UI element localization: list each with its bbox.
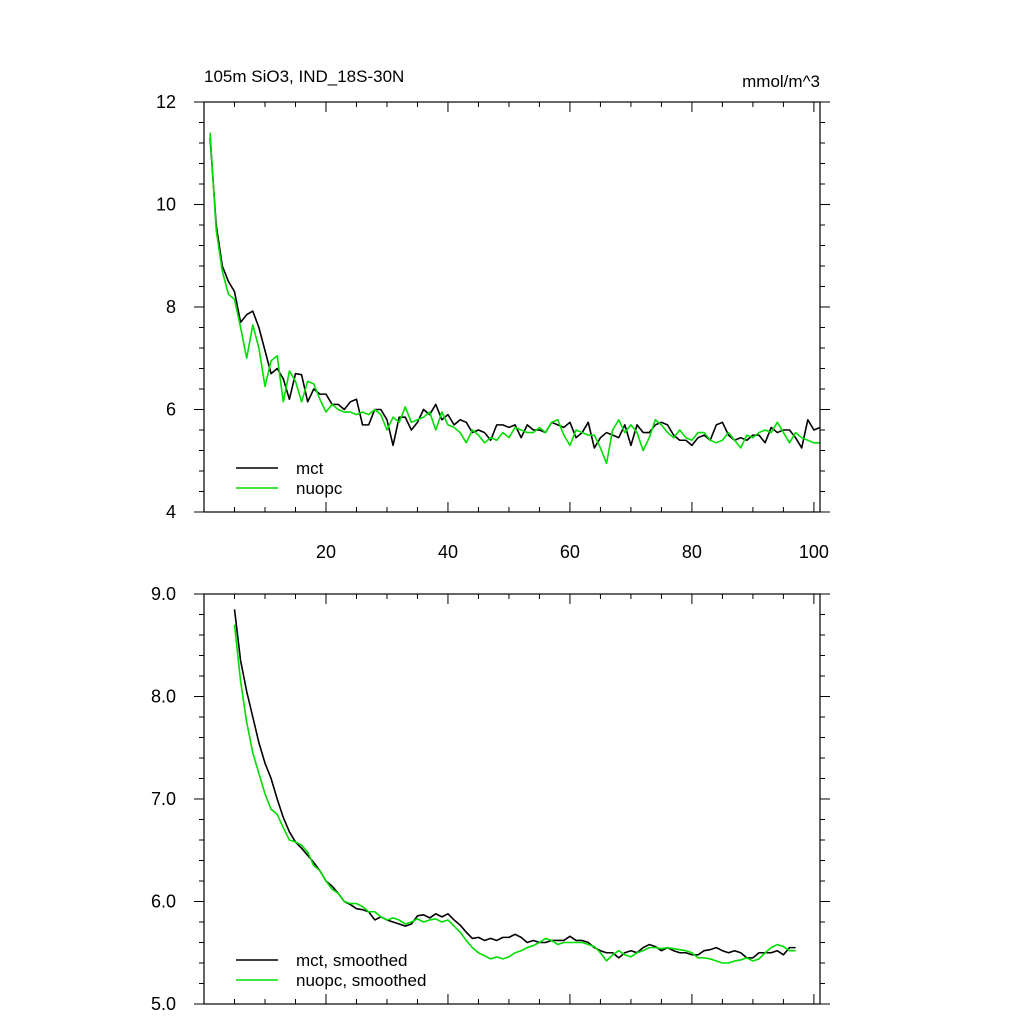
x-axis-tick-labels-top: 20 40 60 80 100 — [316, 542, 829, 562]
y-tick-label: 8 — [166, 297, 176, 317]
y-tick-label: 5.0 — [151, 994, 176, 1014]
y-axis-tick-labels-top: 4 6 8 10 12 — [156, 92, 176, 522]
chart-title: 105m SiO3, IND_18S-30N — [204, 67, 404, 86]
axis-ticks-bottom — [194, 593, 830, 1005]
series-line-nuopc — [209, 132, 820, 465]
y-tick-label: 4 — [166, 502, 176, 522]
y-tick-label: 6.0 — [151, 892, 176, 912]
plot-area-top — [209, 132, 821, 465]
plot-frame-bottom — [203, 593, 821, 1005]
legend-label: mct — [296, 459, 324, 478]
x-tick-label: 80 — [682, 542, 702, 562]
x-tick-label: 100 — [799, 542, 829, 562]
plot-area-bottom — [233, 609, 796, 964]
series-line-nuopc-smoothed — [233, 624, 796, 964]
y-tick-label: 6 — [166, 400, 176, 420]
plot-frame-top — [203, 101, 821, 513]
x-tick-label: 20 — [316, 542, 336, 562]
y-tick-label: 10 — [156, 195, 176, 215]
axis-ticks-top — [194, 101, 830, 513]
top-panel: 105m SiO3, IND_18S-30N mmol/m^3 4681012 … — [156, 67, 830, 562]
y-axis-tick-labels-bottom: 5.0 6.0 7.0 8.0 9.0 — [151, 584, 176, 1014]
y-tick-label: 9.0 — [151, 584, 176, 604]
x-tick-label: 40 — [438, 542, 458, 562]
x-tick-label: 60 — [560, 542, 580, 562]
y-tick-label: 7.0 — [151, 789, 176, 809]
legend-label: mct, smoothed — [296, 951, 408, 970]
legend-label: nuopc — [296, 479, 343, 498]
legend-label: nuopc, smoothed — [296, 971, 426, 990]
units-label: mmol/m^3 — [742, 72, 820, 91]
y-tick-label: 12 — [156, 92, 176, 112]
series-line-mct-smoothed — [233, 609, 796, 959]
y-tick-label: 8.0 — [151, 687, 176, 707]
series-line-mct — [209, 137, 821, 449]
